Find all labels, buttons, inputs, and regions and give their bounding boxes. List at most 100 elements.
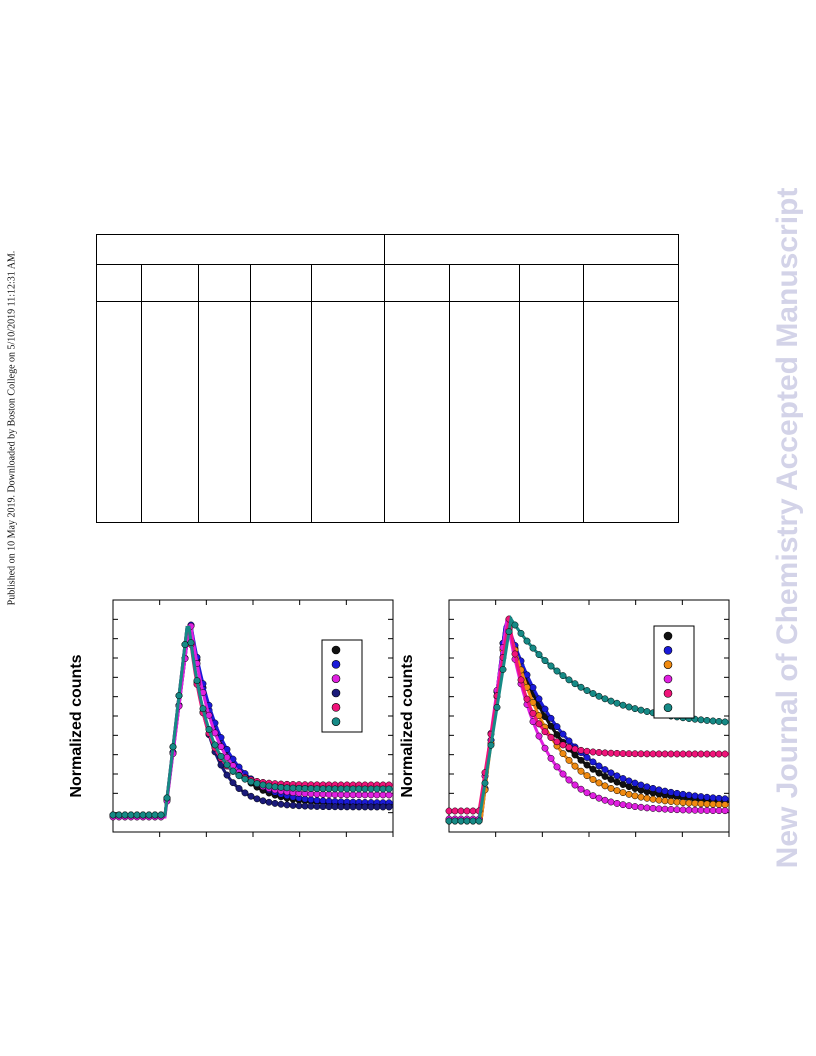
right-data-point	[511, 650, 519, 658]
right-data-point	[529, 644, 537, 652]
navy-ball-icon	[331, 688, 341, 698]
black-ball-icon	[331, 645, 341, 655]
left-data-point	[253, 795, 261, 803]
pink-ball-icon	[331, 703, 341, 712]
left-data-point	[325, 803, 333, 811]
right-data-point	[715, 801, 723, 808]
left-data-point	[355, 785, 363, 793]
right-data-point	[613, 778, 621, 786]
left-data-point	[349, 791, 357, 799]
left-data-point	[121, 811, 129, 819]
left-data-point	[169, 743, 177, 751]
right-data-point	[553, 723, 561, 731]
right-data-point	[619, 750, 627, 757]
left-data-point	[307, 802, 315, 810]
right-data-point	[559, 750, 567, 758]
right-data-point	[649, 795, 657, 803]
right-data-point	[517, 676, 525, 684]
left-data-point	[331, 791, 339, 799]
right-legend	[653, 625, 695, 719]
left-data-point	[337, 803, 345, 811]
left-data-point	[277, 800, 285, 808]
right-panel-ylabel-text: Normalized counts	[399, 654, 416, 798]
right-data-point	[589, 758, 597, 766]
right-data-point	[697, 800, 705, 808]
right-data-point	[619, 701, 627, 709]
magenta-ball-icon	[331, 674, 341, 683]
right-data-point	[571, 751, 579, 759]
left-data-point	[319, 785, 327, 793]
right-data-point	[595, 779, 603, 787]
right-data-point	[547, 734, 555, 741]
right-data-point	[553, 738, 561, 746]
right-data-point	[691, 792, 699, 800]
right-data-point	[709, 750, 717, 758]
right-data-point	[571, 762, 579, 770]
right-data-point	[679, 806, 687, 814]
left-data-point	[343, 785, 351, 793]
right-decay-plot	[445, 599, 730, 837]
left-data-point	[199, 705, 207, 713]
left-data-point	[145, 811, 153, 819]
right-data-point	[613, 772, 621, 780]
blue-ball-icon	[663, 646, 673, 655]
left-data-point	[265, 782, 273, 790]
right-data-point	[445, 807, 453, 815]
right-data-point	[709, 794, 717, 802]
right-data-point	[565, 756, 573, 764]
right-data-point	[595, 769, 603, 777]
right-data-point	[559, 672, 567, 680]
right-data-point	[625, 777, 633, 785]
right-data-point	[601, 766, 609, 774]
left-data-point	[271, 799, 279, 807]
right-data-point	[625, 802, 633, 810]
right-data-point	[625, 790, 633, 798]
right-data-point	[625, 703, 633, 711]
right-data-point	[703, 800, 711, 808]
right-data-point	[583, 687, 591, 694]
right-data-point	[697, 716, 705, 724]
left-decay-plot	[109, 599, 394, 837]
right-data-point	[505, 628, 513, 636]
table-grid	[96, 234, 679, 523]
right-data-point	[673, 789, 681, 797]
left-data-point	[379, 785, 387, 793]
right-data-point	[469, 807, 477, 815]
publication-note-text: Published on 10 May 2019. Downloaded by …	[6, 250, 18, 606]
right-data-point	[607, 784, 615, 792]
blue-ball-icon	[331, 660, 341, 669]
right-data-point	[583, 761, 591, 769]
left-data-point	[373, 785, 381, 793]
left-data-point	[181, 641, 189, 649]
right-data-point	[655, 805, 663, 813]
journal-watermark: New Journal of Chemistry Accepted Manusc…	[768, 178, 808, 878]
left-data-point	[115, 811, 123, 819]
right-data-point	[697, 750, 705, 758]
left-data-point	[313, 796, 321, 804]
right-data-point	[721, 750, 729, 758]
right-data-point	[457, 817, 465, 825]
right-data-point	[565, 737, 573, 745]
right-data-point	[535, 695, 543, 703]
right-data-point	[661, 797, 669, 805]
left-data-point	[373, 791, 381, 799]
right-data-point	[697, 806, 705, 814]
right-data-point	[451, 807, 459, 815]
right-data-point	[547, 662, 555, 670]
right-data-point	[631, 779, 639, 787]
left-data-point	[313, 785, 321, 793]
right-data-point	[619, 775, 627, 782]
right-data-point	[649, 804, 657, 812]
left-panel-ylabel-text: Normalized counts	[68, 654, 85, 798]
right-data-point	[553, 763, 561, 771]
right-data-point	[565, 743, 573, 751]
right-data-point	[721, 801, 729, 809]
left-data-point	[331, 785, 339, 793]
left-data-point	[343, 803, 351, 811]
right-data-point	[691, 806, 699, 814]
right-data-point	[583, 789, 591, 797]
left-data-point	[349, 785, 357, 793]
right-data-point	[511, 621, 519, 629]
left-data-point	[127, 811, 135, 819]
right-data-point	[577, 746, 585, 754]
